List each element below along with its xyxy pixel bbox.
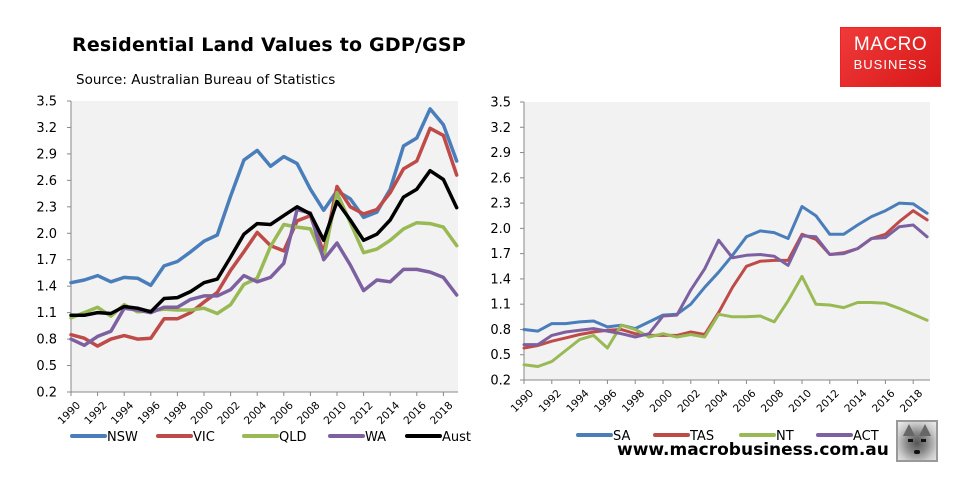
x-tick-label: 2010 [322,400,349,427]
series-line-act [522,223,929,347]
x-tick-label: 2002 [215,400,242,427]
y-tick-label: 1.7 [36,253,57,268]
y-tick-label: 2.3 [490,197,511,212]
y-tick-label: 0.5 [36,359,57,374]
y-tick-label: 3.5 [490,96,511,111]
logo-line-2: BUSINESS [853,57,928,72]
legend-label-sa: SA [613,429,630,444]
legend-label-act: ACT [853,429,879,444]
y-tick-label: 3.2 [490,121,511,136]
x-tick-label: 2018 [898,388,925,415]
left-chart: 3.5 3.2 2.9 2.6 2.3 2.0 1.7 1.4 1.1 0.8 0.5 0.21990… [36,95,471,446]
y-tick-label: 0.2 [490,374,511,389]
x-tick-label: 2012 [348,400,375,427]
x-tick-label: 2006 [731,387,759,415]
y-tick-label: 1.7 [490,247,511,262]
y-tick-label: 1.1 [490,298,511,313]
x-tick-label: 2006 [268,399,296,427]
x-tick-label: 2016 [401,399,429,427]
y-tick-label: 2.6 [36,174,57,189]
x-tick-label: 1998 [162,400,189,427]
legend-label-aust: Aust [442,430,471,445]
y-tick-label: 1.4 [36,280,57,295]
legend-label-nt: NT [776,429,794,444]
x-tick-label: 1990 [56,400,83,427]
x-tick-label: 1992 [82,400,109,427]
x-tick-label: 2004 [242,399,270,427]
logo-line-1: MACRO [853,34,928,55]
legend-label-qld: QLD [279,430,307,445]
series-line-nt [522,274,929,368]
website-url: www.macrobusiness.com.au [617,440,889,460]
y-tick-label: 2.0 [490,222,511,237]
x-tick-label: 1996 [592,387,620,415]
series-line-sa [522,201,929,333]
y-tick-label: 2.3 [36,200,57,215]
x-tick-label: 1996 [135,399,163,427]
x-tick-label: 2002 [675,388,702,415]
x-tick-label: 2000 [648,388,675,415]
y-tick-label: 1.4 [490,272,511,287]
series-line-aust [69,168,459,318]
y-tick-label: 3.2 [36,121,57,136]
y-tick-label: 3.5 [36,95,57,110]
x-tick-label: 2004 [703,387,731,415]
series-line-wa [69,207,459,348]
y-tick-label: 2.9 [490,146,511,161]
x-tick-label: 2000 [189,400,216,427]
y-tick-label: 2.0 [36,227,57,242]
y-tick-label: 1.1 [36,306,57,321]
series-line-nsw [69,107,459,288]
plot-area [71,101,458,392]
x-tick-label: 1998 [620,388,647,415]
x-tick-label: 2016 [870,387,898,415]
chart-source: Source: Australian Bureau of Statistics [76,72,336,88]
y-tick-label: 2.6 [490,171,511,186]
legend-label-tas: TAS [689,429,714,444]
x-tick-label: 1994 [564,387,592,415]
x-tick-label: 2012 [814,388,841,415]
y-tick-label: 0.8 [36,333,57,348]
right-chart: 3.5 3.2 2.9 2.6 2.3 2.0 1.7 1.4 1.1 0.8 0.5 0.21990… [490,96,930,444]
legend-label-wa: WA [365,430,386,445]
x-tick-label: 2014 [375,399,403,427]
x-tick-label: 1994 [109,399,137,427]
x-tick-label: 2018 [428,400,455,427]
x-tick-label: 1992 [536,388,563,415]
y-tick-label: 2.9 [36,147,57,162]
x-tick-label: 1990 [509,388,536,415]
y-tick-label: 0.5 [490,348,511,363]
chart-title: Residential Land Values to GDP/GSP [72,34,466,56]
y-tick-label: 0.8 [490,323,511,338]
macrobusiness-logo: MACRO BUSINESS [840,27,941,87]
legend-label-nsw: NSW [107,430,138,445]
series-line-vic [69,126,459,348]
y-tick-label: 0.2 [36,386,57,401]
x-tick-label: 2008 [295,400,322,427]
x-tick-label: 2010 [787,388,814,415]
wolf-mascot-icon [896,420,938,462]
x-tick-label: 2014 [842,387,870,415]
x-tick-label: 2008 [759,388,786,415]
legend-label-vic: VIC [193,430,215,445]
